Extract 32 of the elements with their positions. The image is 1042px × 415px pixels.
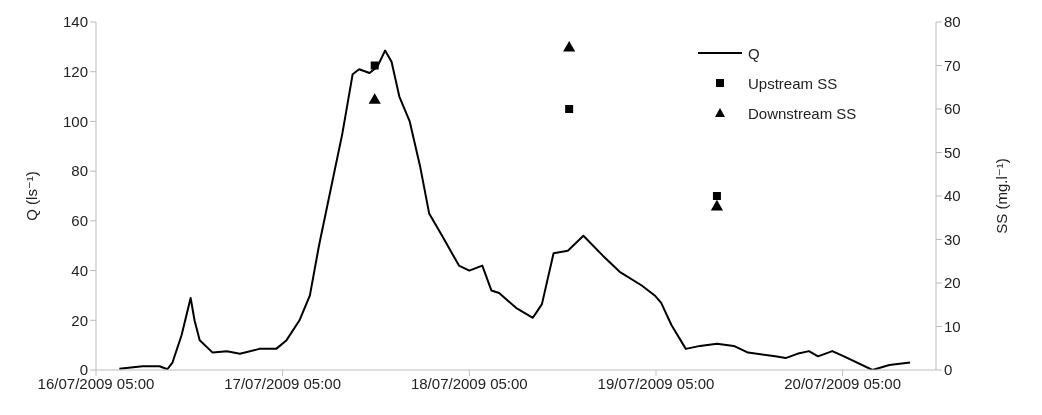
x-tick-label: 20/07/2009 05:00 (784, 374, 902, 392)
y2-tick-label: 20 (944, 274, 961, 292)
y2-tick-label: 80 (944, 13, 961, 31)
y2-axis-title: SS (mg.l⁻¹) (993, 158, 1011, 234)
point (370, 61, 379, 70)
y-tick-label: 120 (62, 63, 88, 81)
x-tick-label: 19/07/2009 05:00 (597, 374, 715, 392)
legend-label: Upstream SS (748, 74, 838, 92)
point (710, 199, 723, 211)
x-tick-label: 18/07/2009 05:00 (410, 374, 528, 392)
y-tick-label: 100 (62, 112, 88, 130)
y-axis-title: Q (ls⁻¹) (23, 171, 41, 221)
y2-tick-label: 50 (944, 143, 961, 161)
y-tick-label: 140 (62, 13, 88, 31)
point (712, 192, 721, 200)
y2-tick-label: 10 (944, 317, 961, 335)
y-tick-label: 60 (71, 212, 88, 230)
y2-tick-label: 70 (944, 56, 961, 74)
point (368, 93, 381, 104)
x-tick-label: 17/07/2009 05:00 (224, 374, 342, 392)
y-tick-label: 40 (71, 261, 88, 279)
y2-tick-label: 60 (944, 100, 961, 118)
legend-label: Q (748, 44, 760, 62)
y-tick-label: 80 (71, 162, 88, 180)
y2-tick-label: 0 (944, 361, 953, 379)
y2-tick-label: 30 (944, 230, 961, 248)
point (565, 105, 574, 113)
y-tick-label: 20 (71, 311, 88, 329)
legend-label: Downstream SS (748, 104, 857, 122)
point (563, 41, 576, 52)
y2-tick-label: 40 (944, 187, 961, 205)
line-series (118, 49, 912, 370)
